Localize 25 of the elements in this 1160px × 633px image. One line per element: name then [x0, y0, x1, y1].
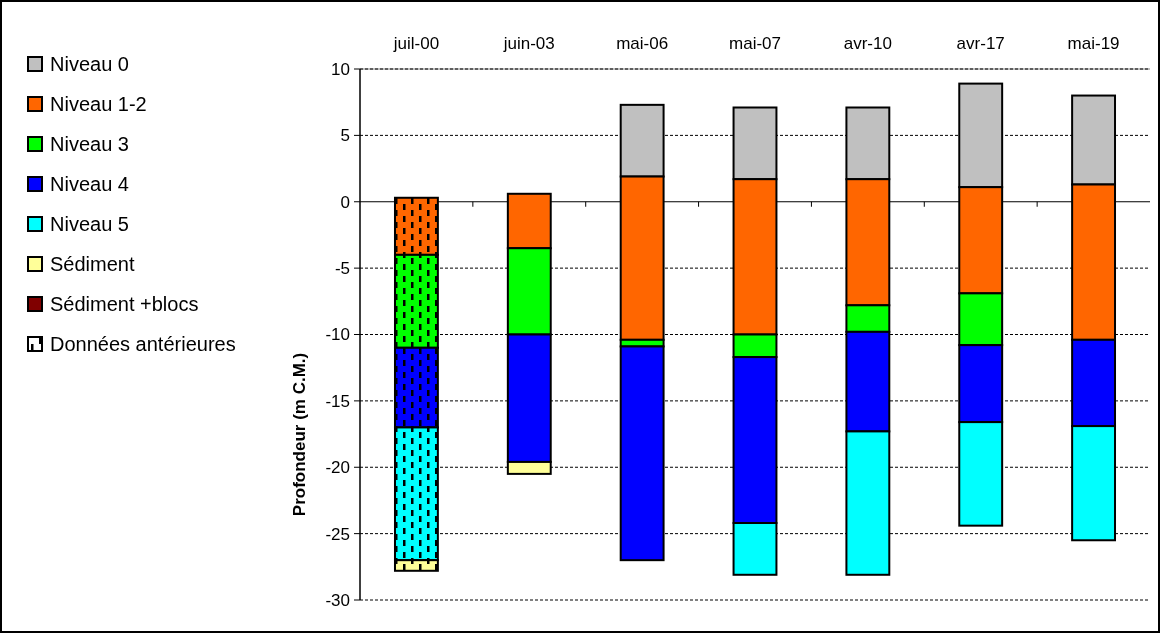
x-tick-label: mai-19 — [1067, 34, 1120, 53]
x-tick-label: mai-07 — [729, 34, 781, 53]
legend-label: Niveau 0 — [50, 53, 129, 75]
y-tick-label: -15 — [325, 391, 350, 411]
x-tick-label: juin-03 — [502, 34, 555, 53]
legend-label: Sédiment — [50, 253, 135, 275]
x-tick-label: avr-17 — [956, 34, 1005, 53]
y-tick-label: -25 — [325, 524, 350, 544]
y-tick-label: 10 — [331, 59, 350, 79]
legend-label: Niveau 4 — [50, 173, 129, 195]
y-tick-label: 5 — [340, 126, 350, 146]
legend-label: Niveau 1-2 — [50, 93, 147, 115]
y-tick-label: -20 — [325, 458, 350, 478]
legend-label: Niveau 3 — [50, 133, 129, 155]
legend-label: Sédiment +blocs — [50, 293, 199, 315]
x-tick-label: juil-00 — [392, 34, 440, 53]
x-tick-label: avr-10 — [843, 34, 892, 53]
y-tick-label: -10 — [325, 325, 350, 345]
x-tick-label: mai-06 — [616, 34, 669, 53]
legend-label: Niveau 5 — [50, 213, 129, 235]
legend-label: Données antérieures — [50, 333, 236, 355]
y-tick-label: 0 — [340, 192, 350, 212]
y-tick-label: -30 — [325, 590, 350, 610]
y-axis-title: Profondeur (m C.M.) — [290, 352, 309, 517]
y-tick-label: -5 — [334, 259, 350, 279]
